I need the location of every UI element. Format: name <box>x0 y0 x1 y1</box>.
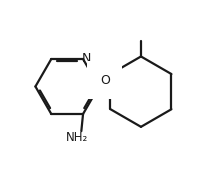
Text: NH₂: NH₂ <box>66 131 88 144</box>
Text: O: O <box>100 74 110 87</box>
Text: N: N <box>81 52 91 65</box>
